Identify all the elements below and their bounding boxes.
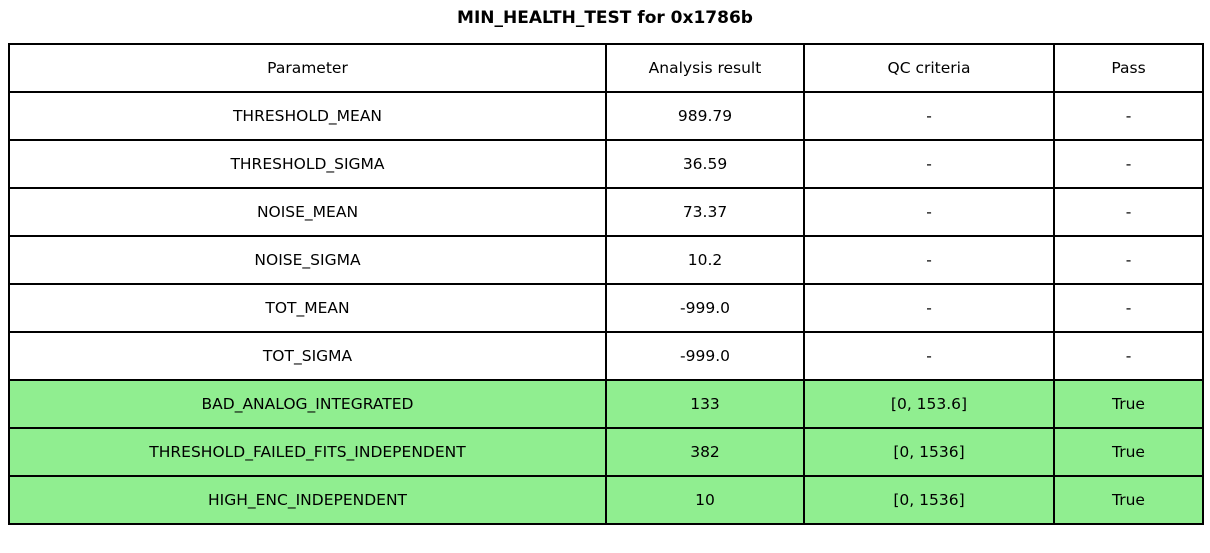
header-row: Parameter Analysis result QC criteria Pass: [8, 43, 1204, 93]
header-cell-qc-criteria: QC criteria: [803, 43, 1055, 93]
table-row: NOISE_MEAN 73.37- -: [8, 187, 1204, 237]
cell-qc-criteria: [0, 1536]: [803, 475, 1055, 525]
cell-parameter: THRESHOLD_FAILED_FITS_INDEPENDENT: [8, 427, 607, 477]
cell-analysis-result: 989.79: [605, 91, 805, 141]
figure-title: MIN_HEALTH_TEST for 0x1786b: [457, 8, 753, 28]
cell-parameter: NOISE_SIGMA: [8, 235, 607, 285]
table-body: THRESHOLD_MEAN 989.79- - THRESHOLD_SIGMA 36.…: [8, 91, 1204, 525]
cell-qc-criteria: -: [803, 235, 1055, 285]
table-row: TOT_MEAN -999.0- -: [8, 283, 1204, 333]
header-cell-analysis-result: Analysis result: [605, 43, 805, 93]
cell-analysis-result: 10.2: [605, 235, 805, 285]
table-row: THRESHOLD_FAILED_FITS_INDEPENDENT 382 [0, …: [8, 427, 1204, 477]
cell-parameter: BAD_ANALOG_INTEGRATED: [8, 379, 607, 429]
cell-pass: -: [1053, 283, 1204, 333]
cell-analysis-result: -999.0: [605, 283, 805, 333]
cell-parameter: HIGH_ENC_INDEPENDENT: [8, 475, 607, 525]
cell-qc-criteria: -: [803, 283, 1055, 333]
cell-analysis-result: 73.37: [605, 187, 805, 237]
header-cell-pass: Pass: [1053, 43, 1204, 93]
cell-parameter: TOT_MEAN: [8, 283, 607, 333]
cell-qc-criteria: [0, 153.6]: [803, 379, 1055, 429]
cell-qc-criteria: -: [803, 331, 1055, 381]
cell-pass: -: [1053, 235, 1204, 285]
table-header: Parameter Analysis result QC criteria Pass: [8, 43, 1204, 93]
cell-pass: True: [1053, 427, 1204, 477]
cell-parameter: TOT_SIGMA: [8, 331, 607, 381]
table-row: BAD_ANALOG_INTEGRATED 133 [0, 153.6] True: [8, 379, 1204, 429]
table-row: NOISE_SIGMA 10.2- -: [8, 235, 1204, 285]
cell-parameter: THRESHOLD_SIGMA: [8, 139, 607, 189]
cell-pass: -: [1053, 331, 1204, 381]
cell-analysis-result: 36.59: [605, 139, 805, 189]
cell-analysis-result: -999.0: [605, 331, 805, 381]
cell-analysis-result: 382: [605, 427, 805, 477]
cell-pass: -: [1053, 139, 1204, 189]
cell-analysis-result: 133: [605, 379, 805, 429]
cell-qc-criteria: -: [803, 91, 1055, 141]
cell-pass: True: [1053, 475, 1204, 525]
cell-pass: -: [1053, 187, 1204, 237]
header-cell-parameter: Parameter: [8, 43, 607, 93]
cell-parameter: NOISE_MEAN: [8, 187, 607, 237]
table-row: HIGH_ENC_INDEPENDENT 10 [0, 1536] True: [8, 475, 1204, 525]
cell-pass: True: [1053, 379, 1204, 429]
table-row: TOT_SIGMA -999.0- -: [8, 331, 1204, 381]
qc-results-table: Parameter Analysis result QC criteria Pass …: [8, 43, 1204, 525]
cell-qc-criteria: [0, 1536]: [803, 427, 1055, 477]
cell-qc-criteria: -: [803, 187, 1055, 237]
cell-pass: -: [1053, 91, 1204, 141]
cell-analysis-result: 10: [605, 475, 805, 525]
table-row: THRESHOLD_SIGMA 36.59- -: [8, 139, 1204, 189]
table-row: THRESHOLD_MEAN 989.79- -: [8, 91, 1204, 141]
cell-parameter: THRESHOLD_MEAN: [8, 91, 607, 141]
cell-qc-criteria: -: [803, 139, 1055, 189]
